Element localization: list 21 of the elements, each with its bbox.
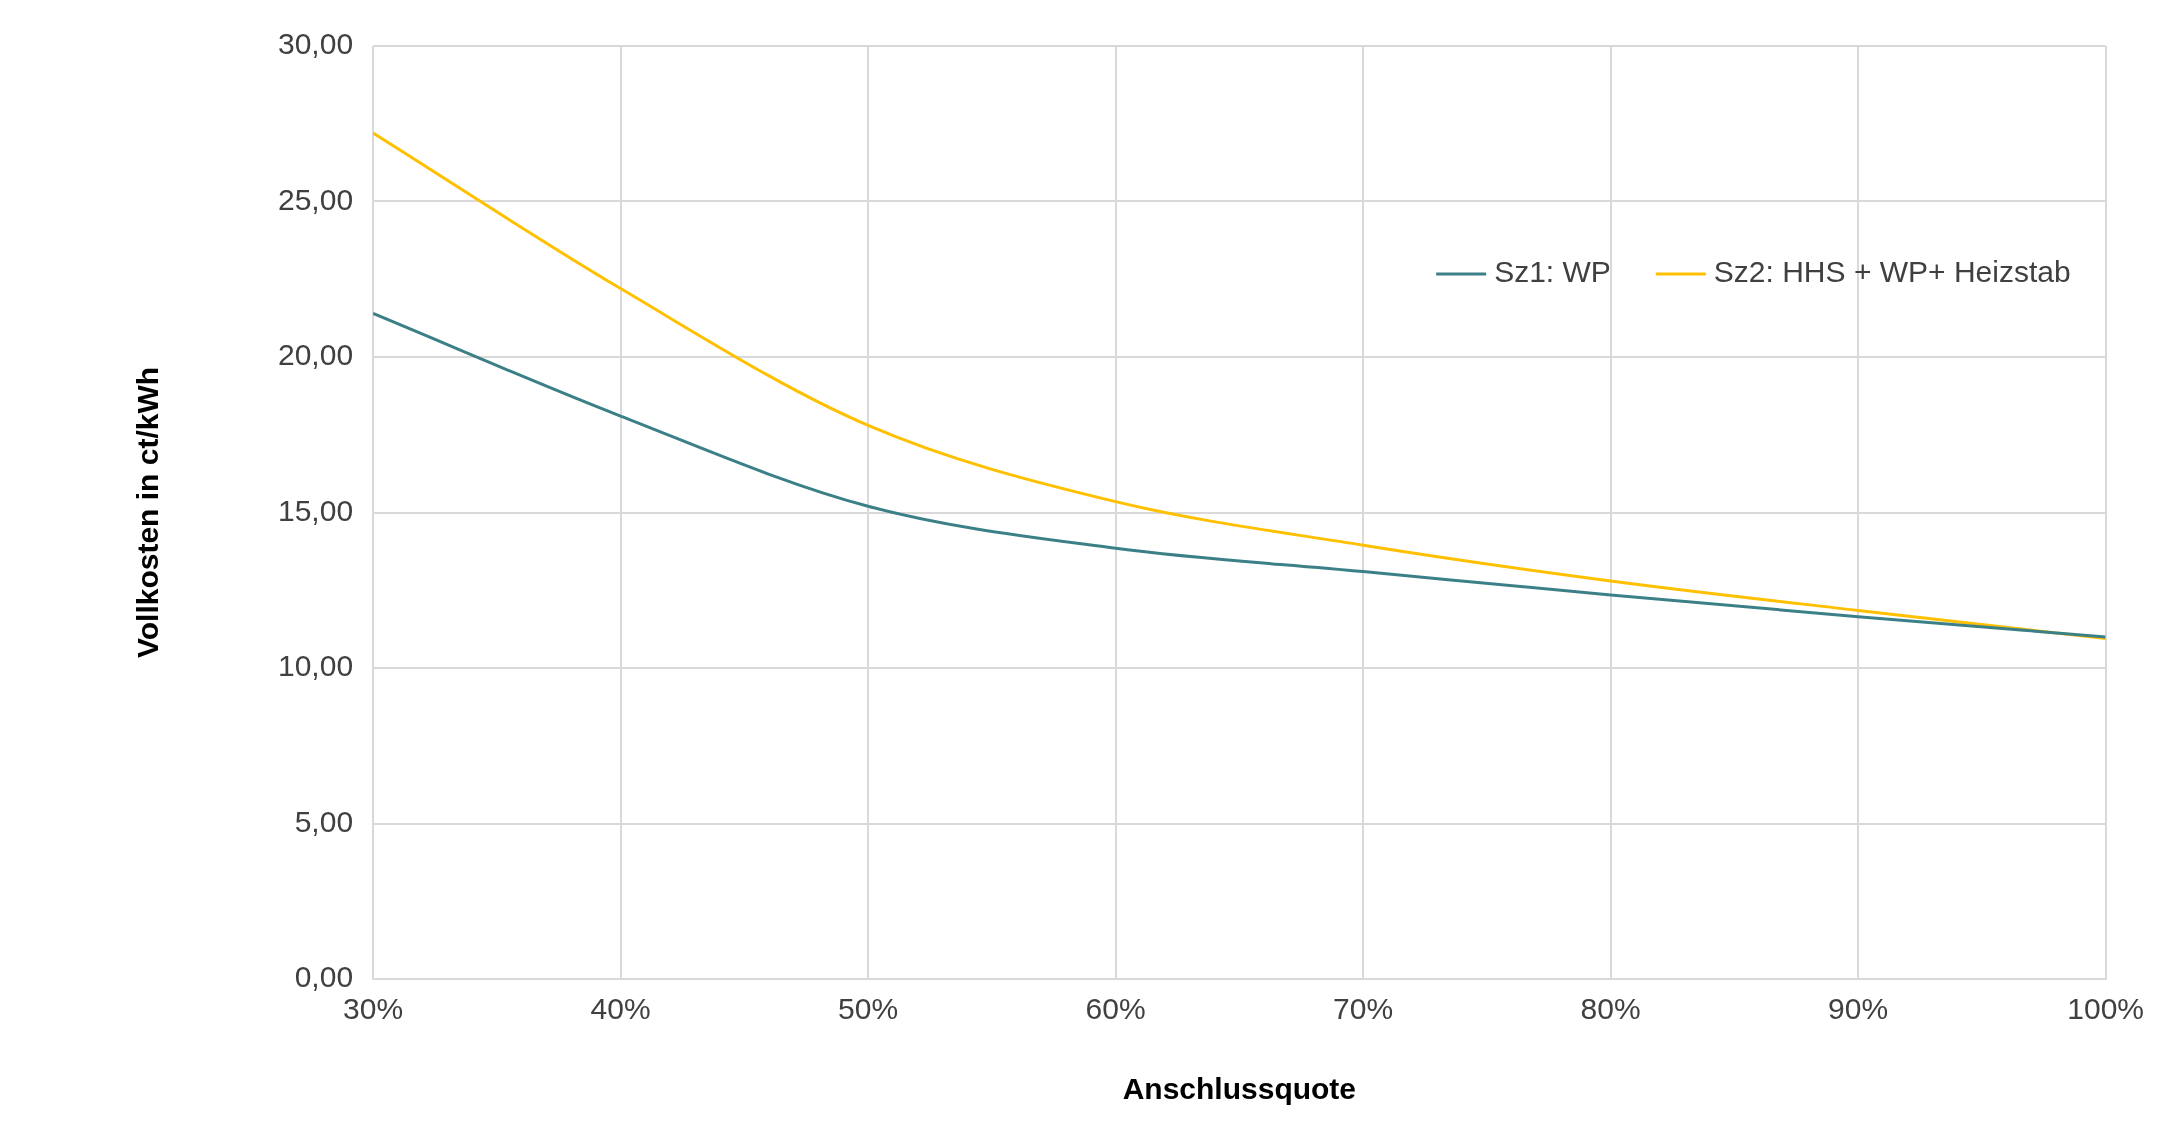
y-tick-label: 15,00 (278, 493, 354, 527)
line-series (373, 311, 2106, 639)
x-tick-label: 30% (343, 992, 404, 1026)
y-tick-label: 20,00 (278, 338, 354, 372)
x-tick-label: 80% (1580, 992, 1641, 1026)
x-tick-label: 50% (838, 992, 899, 1026)
y-tick-label: 5,00 (294, 804, 354, 838)
x-tick-label: 90% (1828, 992, 1889, 1026)
y-axis-title: Vollkosten in ct/kWh (131, 366, 165, 659)
x-axis-title: Anschlussquote (1122, 1072, 1357, 1106)
y-tick-label: 25,00 (278, 182, 354, 216)
y-tick-label: 0,00 (294, 960, 354, 994)
y-tick-label: 10,00 (278, 649, 354, 683)
x-tick-label: 40% (590, 992, 651, 1026)
x-tick-label: 100% (2067, 992, 2144, 1026)
legend-label: Sz1: WP (1494, 255, 1611, 289)
line-series (373, 131, 2106, 640)
x-tick-label: 60% (1085, 992, 1146, 1026)
legend-label: Sz2: HHS + WP+ Heizstab (1713, 255, 2071, 289)
x-tick-label: 70% (1333, 992, 1394, 1026)
y-tick-label: 30,00 (278, 27, 354, 61)
